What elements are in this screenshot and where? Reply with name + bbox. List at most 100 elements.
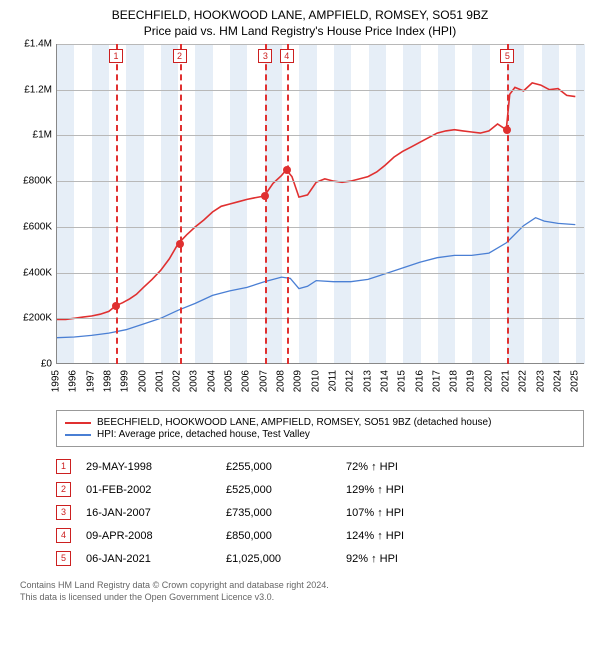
series-svg [57, 44, 584, 364]
sales-num-box: 5 [56, 551, 71, 566]
sales-price: £735,000 [226, 507, 346, 519]
x-tick-label: 2022 [518, 370, 529, 392]
sale-dot [261, 192, 269, 200]
plot-area: 1 2 34 5 [56, 44, 584, 364]
sales-table: 1 29-MAY-1998£255,00072% ↑ HPI 2 01-FEB-200… [56, 455, 584, 570]
sale-vline [180, 44, 182, 364]
x-tick-label: 1997 [85, 370, 96, 392]
legend-swatch-hpi [65, 434, 91, 436]
sale-marker: 5 [500, 49, 514, 63]
y-tick-label: £400K [23, 267, 52, 278]
x-axis: 1995199619971998199920002001200220032004… [56, 366, 584, 406]
sales-row: 1 29-MAY-1998£255,00072% ↑ HPI [56, 455, 584, 478]
sales-row: 3 16-JAN-2007£735,000107% ↑ HPI [56, 501, 584, 524]
y-tick-label: £600K [23, 221, 52, 232]
sales-date: 29-MAY-1998 [86, 461, 226, 473]
sale-vline [287, 44, 289, 364]
x-tick-label: 1999 [120, 370, 131, 392]
footer-line2: This data is licensed under the Open Gov… [20, 592, 590, 604]
grid-line [57, 273, 584, 274]
x-tick-label: 1998 [102, 370, 113, 392]
footer-line1: Contains HM Land Registry data © Crown c… [20, 580, 590, 592]
legend-label-property: BEECHFIELD, HOOKWOOD LANE, AMPFIELD, ROM… [97, 417, 491, 428]
x-tick-label: 2007 [258, 370, 269, 392]
x-tick-label: 2015 [397, 370, 408, 392]
y-tick-label: £1.4M [24, 39, 52, 50]
sales-price: £850,000 [226, 530, 346, 542]
sale-vline [116, 44, 118, 364]
sale-dot [112, 302, 120, 310]
sale-dot [283, 166, 291, 174]
y-tick-label: £800K [23, 176, 52, 187]
sales-date: 01-FEB-2002 [86, 484, 226, 496]
x-tick-label: 2005 [224, 370, 235, 392]
sale-marker: 4 [280, 49, 294, 63]
x-tick-label: 2003 [189, 370, 200, 392]
legend-label-hpi: HPI: Average price, detached house, Test… [97, 429, 310, 440]
x-tick-label: 2016 [414, 370, 425, 392]
title-sub: Price paid vs. HM Land Registry's House … [10, 24, 590, 38]
sales-num-box: 2 [56, 482, 71, 497]
legend-row-property: BEECHFIELD, HOOKWOOD LANE, AMPFIELD, ROM… [65, 417, 575, 428]
x-tick-label: 1995 [51, 370, 62, 392]
sales-date: 16-JAN-2007 [86, 507, 226, 519]
sales-pct: 92% ↑ HPI [346, 553, 584, 565]
y-tick-label: £0 [41, 359, 52, 370]
sales-price: £255,000 [226, 461, 346, 473]
sales-price: £525,000 [226, 484, 346, 496]
sales-row: 2 01-FEB-2002£525,000129% ↑ HPI [56, 478, 584, 501]
sales-price: £1,025,000 [226, 553, 346, 565]
x-tick-label: 2006 [241, 370, 252, 392]
x-tick-label: 2013 [362, 370, 373, 392]
x-tick-label: 2012 [345, 370, 356, 392]
title-main: BEECHFIELD, HOOKWOOD LANE, AMPFIELD, ROM… [10, 8, 590, 22]
y-tick-label: £1.2M [24, 84, 52, 95]
sale-dot [503, 126, 511, 134]
sales-pct: 129% ↑ HPI [346, 484, 584, 496]
sales-num-box: 3 [56, 505, 71, 520]
legend-swatch-property [65, 422, 91, 424]
x-tick-label: 2009 [293, 370, 304, 392]
sale-marker: 2 [173, 49, 187, 63]
x-tick-label: 2000 [137, 370, 148, 392]
grid-line [57, 44, 584, 45]
x-tick-label: 2025 [570, 370, 581, 392]
chart-area: £0£200K£400K£600K£800K£1M£1.2M£1.4M 1234… [10, 44, 590, 404]
sale-marker: 1 [109, 49, 123, 63]
y-tick-label: £200K [23, 313, 52, 324]
sales-pct: 124% ↑ HPI [346, 530, 584, 542]
sales-num-box: 1 [56, 459, 71, 474]
x-tick-label: 2014 [379, 370, 390, 392]
title-block: BEECHFIELD, HOOKWOOD LANE, AMPFIELD, ROM… [10, 8, 590, 38]
sales-pct: 107% ↑ HPI [346, 507, 584, 519]
grid-line [57, 181, 584, 182]
x-tick-label: 2018 [449, 370, 460, 392]
x-tick-label: 2019 [466, 370, 477, 392]
x-tick-label: 2001 [154, 370, 165, 392]
footer: Contains HM Land Registry data © Crown c… [20, 580, 590, 603]
grid-line [57, 90, 584, 91]
chart-container: BEECHFIELD, HOOKWOOD LANE, AMPFIELD, ROM… [0, 0, 600, 611]
x-tick-label: 2023 [535, 370, 546, 392]
y-tick-label: £1M [33, 130, 52, 141]
x-tick-label: 2002 [172, 370, 183, 392]
grid-line [57, 135, 584, 136]
legend-row-hpi: HPI: Average price, detached house, Test… [65, 429, 575, 440]
sale-vline [507, 44, 509, 364]
x-tick-label: 2017 [431, 370, 442, 392]
sale-dot [176, 240, 184, 248]
x-tick-label: 1996 [68, 370, 79, 392]
sales-date: 09-APR-2008 [86, 530, 226, 542]
series-line-hpi [57, 218, 575, 338]
sales-row: 4 09-APR-2008£850,000124% ↑ HPI [56, 524, 584, 547]
sales-row: 506-JAN-2021£1,025,00092% ↑ HPI [56, 547, 584, 570]
grid-line [57, 318, 584, 319]
sales-pct: 72% ↑ HPI [346, 461, 584, 473]
x-tick-label: 2020 [483, 370, 494, 392]
series-line-property [57, 83, 575, 320]
x-tick-label: 2024 [553, 370, 564, 392]
x-tick-label: 2004 [206, 370, 217, 392]
x-tick-label: 2008 [276, 370, 287, 392]
sales-num-box: 4 [56, 528, 71, 543]
sale-marker: 3 [258, 49, 272, 63]
